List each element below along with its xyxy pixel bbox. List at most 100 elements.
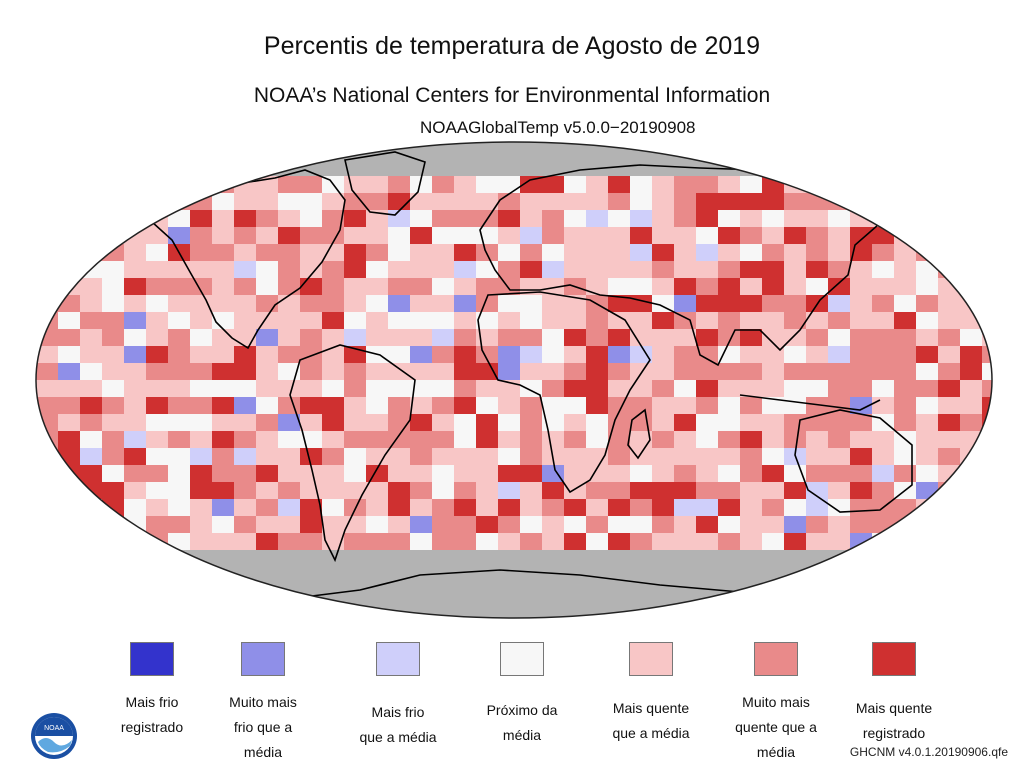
grid-cell bbox=[124, 414, 147, 432]
grid-cell bbox=[300, 414, 323, 432]
grid-cell bbox=[740, 261, 763, 279]
grid-cell bbox=[982, 499, 992, 517]
grid-cell bbox=[520, 448, 543, 466]
grid-cell bbox=[102, 295, 125, 313]
grid-cell bbox=[608, 380, 631, 398]
grid-cell bbox=[234, 533, 257, 551]
grid-cell bbox=[366, 278, 389, 296]
grid-cell bbox=[674, 431, 697, 449]
globe-border bbox=[35, 141, 993, 619]
grid-cell bbox=[608, 227, 631, 245]
grid-cell bbox=[762, 397, 785, 415]
grid-cell bbox=[344, 567, 367, 585]
grid-cell bbox=[586, 414, 609, 432]
grid-cell bbox=[476, 533, 499, 551]
grid-cell bbox=[278, 397, 301, 415]
grid-cell bbox=[80, 210, 103, 228]
grid-cell bbox=[894, 550, 917, 568]
grid-cell bbox=[256, 142, 279, 160]
grid-cell bbox=[960, 278, 983, 296]
grid-cell bbox=[982, 295, 992, 313]
grid-cell bbox=[168, 465, 191, 483]
grid-cell bbox=[432, 227, 455, 245]
grid-cell bbox=[696, 414, 719, 432]
grid-cell bbox=[982, 363, 992, 381]
grid-cell bbox=[476, 431, 499, 449]
grid-cell bbox=[102, 601, 125, 618]
grid-cell bbox=[278, 261, 301, 279]
grid-cell bbox=[938, 601, 961, 618]
grid-cell bbox=[190, 482, 213, 500]
grid-cell bbox=[212, 295, 235, 313]
grid-cell bbox=[762, 584, 785, 602]
grid-cell bbox=[432, 210, 455, 228]
grid-cell bbox=[520, 278, 543, 296]
eurasia-outline bbox=[479, 164, 880, 367]
grid-cell bbox=[212, 601, 235, 618]
grid-cell bbox=[36, 363, 59, 381]
grid-cell bbox=[322, 363, 345, 381]
grid-cell bbox=[762, 176, 785, 194]
grid-cell bbox=[190, 448, 213, 466]
grid-cell bbox=[828, 261, 851, 279]
grid-cell bbox=[300, 312, 323, 330]
grid-cell bbox=[894, 295, 917, 313]
grid-cell bbox=[762, 380, 785, 398]
grid-cell bbox=[740, 380, 763, 398]
grid-cell bbox=[410, 584, 433, 602]
grid-cell bbox=[630, 193, 653, 211]
grid-cell bbox=[168, 448, 191, 466]
grid-cell bbox=[740, 176, 763, 194]
grid-cell bbox=[146, 584, 169, 602]
north-america-outline bbox=[149, 169, 346, 350]
grid-cell bbox=[982, 465, 992, 483]
grid-cell bbox=[740, 601, 763, 618]
grid-cell bbox=[366, 584, 389, 602]
grid-cell bbox=[586, 227, 609, 245]
grid-cell bbox=[36, 142, 59, 160]
grid-cell bbox=[850, 142, 873, 160]
grid-cell bbox=[234, 193, 257, 211]
grid-cell bbox=[960, 159, 983, 177]
grid-cell bbox=[146, 278, 169, 296]
grid-cell bbox=[454, 465, 477, 483]
grid-cell bbox=[366, 210, 389, 228]
grid-cell bbox=[652, 465, 675, 483]
grid-cell bbox=[432, 380, 455, 398]
grid-cell bbox=[234, 363, 257, 381]
grid-cell bbox=[630, 329, 653, 347]
grid-cell bbox=[872, 380, 895, 398]
grid-cell bbox=[784, 516, 807, 534]
grid-cell bbox=[388, 567, 411, 585]
grid-cell bbox=[410, 431, 433, 449]
grid-cell bbox=[520, 397, 543, 415]
grid-cell bbox=[652, 499, 675, 517]
grid-cell bbox=[278, 176, 301, 194]
grid-cell bbox=[146, 227, 169, 245]
grid-cell bbox=[410, 601, 433, 618]
grid-cell bbox=[58, 397, 81, 415]
grid-cell bbox=[916, 414, 939, 432]
grid-cell bbox=[344, 210, 367, 228]
grid-cell bbox=[168, 414, 191, 432]
grid-cell bbox=[498, 329, 521, 347]
grid-cell bbox=[696, 346, 719, 364]
grid-cell bbox=[498, 516, 521, 534]
grid-cell bbox=[454, 193, 477, 211]
grid-cell bbox=[300, 295, 323, 313]
grid-cell bbox=[322, 482, 345, 500]
grid-cell bbox=[872, 329, 895, 347]
grid-cell bbox=[58, 482, 81, 500]
grid-cell bbox=[300, 567, 323, 585]
grid-cell bbox=[564, 142, 587, 160]
grid-cell bbox=[498, 533, 521, 551]
grid-cell bbox=[652, 142, 675, 160]
grid-cell bbox=[652, 210, 675, 228]
grid-cell bbox=[916, 159, 939, 177]
grid-cell bbox=[366, 159, 389, 177]
grid-cell bbox=[828, 397, 851, 415]
grid-cell bbox=[630, 533, 653, 551]
grid-cell bbox=[190, 584, 213, 602]
grid-cell bbox=[674, 448, 697, 466]
grid-cell bbox=[256, 346, 279, 364]
